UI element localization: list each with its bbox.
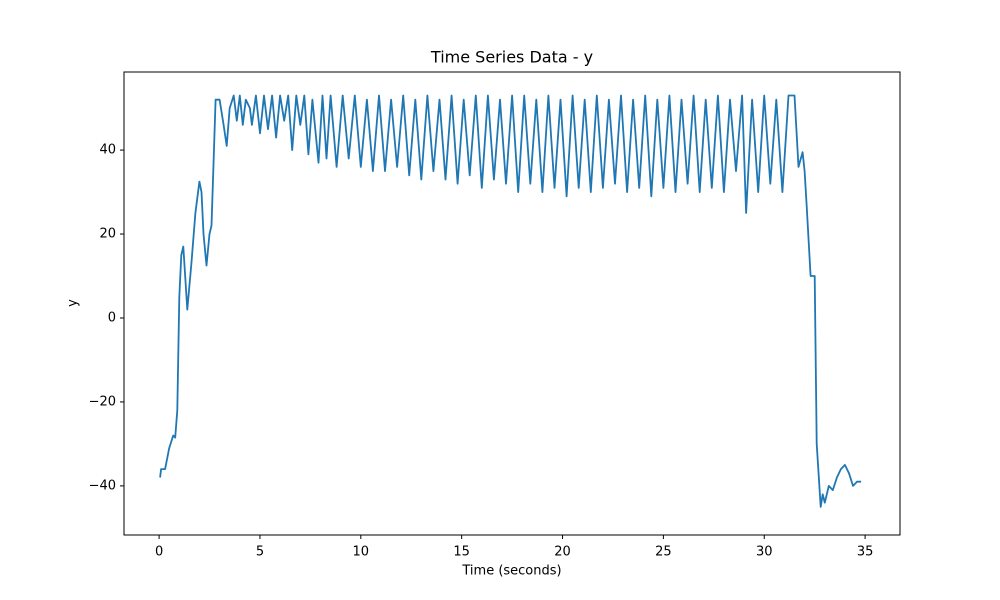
y-tick-label: 40 <box>99 143 116 158</box>
chart-title: Time Series Data - y <box>430 48 593 67</box>
y-tick-label: −20 <box>89 394 116 409</box>
x-tick-label: 20 <box>554 545 571 560</box>
x-axis-label: Time (seconds) <box>461 564 561 579</box>
x-tick-label: 25 <box>655 545 672 560</box>
y-tick-label: 0 <box>108 310 116 325</box>
x-tick-label: 5 <box>256 545 264 560</box>
x-tick-label: 30 <box>756 545 773 560</box>
data-line <box>159 94 862 508</box>
y-tick-label: 20 <box>99 227 116 242</box>
y-axis-label: y <box>66 299 81 307</box>
x-tick-label: 15 <box>453 545 470 560</box>
x-tick-label: 10 <box>353 545 370 560</box>
y-tick-label: −40 <box>89 478 116 493</box>
x-tick-label: 35 <box>857 545 874 560</box>
x-tick-label: 0 <box>155 545 163 560</box>
axes-frame <box>123 71 901 536</box>
